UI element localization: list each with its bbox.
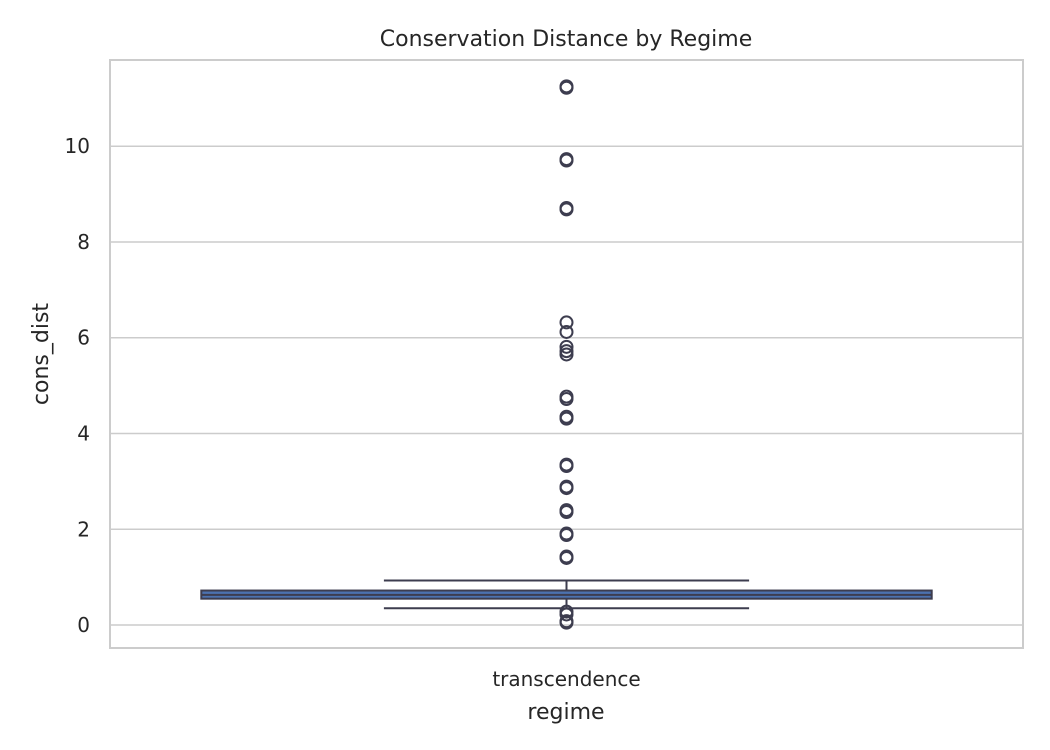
outlier-point — [559, 344, 574, 359]
x-axis-label: regime — [527, 700, 604, 725]
outlier-point — [559, 409, 574, 424]
outlier-point — [559, 200, 574, 215]
outlier-point — [559, 324, 574, 339]
x-tick-labels: transcendence — [492, 667, 640, 691]
outlier-point — [559, 549, 574, 564]
outlier-point — [559, 604, 574, 619]
grid-lines — [110, 145, 1023, 626]
y-tick-label: 2 — [77, 517, 90, 541]
box-layer — [200, 579, 933, 610]
y-tick-label: 8 — [77, 230, 90, 254]
y-axis-label: cons_dist — [29, 303, 54, 406]
outlier-point — [559, 457, 574, 472]
outlier-point — [559, 479, 574, 494]
plot-frame — [109, 59, 1024, 649]
y-tick-labels: 0 2 4 6 8 10 — [65, 134, 90, 637]
outlier-point — [559, 526, 574, 541]
y-tick-label: 10 — [65, 134, 90, 158]
outlier-point — [559, 152, 574, 167]
outlier-point — [559, 315, 574, 330]
outlier-point — [559, 389, 574, 404]
y-tick-label: 0 — [77, 613, 90, 637]
outlier-point — [559, 503, 574, 518]
y-tick-label: 4 — [77, 421, 90, 445]
y-tick-label: 6 — [77, 326, 90, 350]
flier-layer — [559, 79, 574, 630]
x-tick-label: transcendence — [492, 667, 640, 691]
outlier-point — [559, 614, 574, 629]
outlier-point — [559, 79, 574, 94]
chart-title: Conservation Distance by Regime — [380, 27, 753, 52]
outlier-point — [559, 339, 574, 354]
